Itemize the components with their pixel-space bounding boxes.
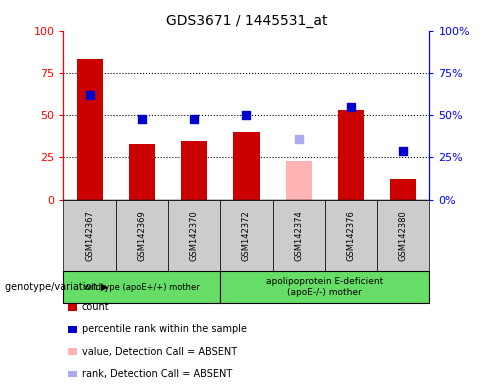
Point bbox=[243, 112, 250, 118]
Text: GSM142367: GSM142367 bbox=[85, 210, 94, 261]
Point bbox=[86, 92, 94, 98]
Text: apolipoprotein E-deficient
(apoE-/-) mother: apolipoprotein E-deficient (apoE-/-) mot… bbox=[266, 277, 384, 297]
Bar bbox=[181, 141, 207, 200]
Text: GSM142380: GSM142380 bbox=[399, 210, 408, 261]
Bar bbox=[338, 110, 364, 200]
Text: value, Detection Call = ABSENT: value, Detection Call = ABSENT bbox=[82, 347, 237, 357]
Point bbox=[295, 136, 303, 142]
Point bbox=[138, 116, 146, 122]
Bar bbox=[390, 179, 416, 200]
Text: GSM142369: GSM142369 bbox=[137, 210, 146, 261]
Point bbox=[399, 147, 407, 154]
Bar bbox=[129, 144, 155, 200]
Text: rank, Detection Call = ABSENT: rank, Detection Call = ABSENT bbox=[82, 369, 232, 379]
Text: GSM142370: GSM142370 bbox=[190, 210, 199, 261]
Text: percentile rank within the sample: percentile rank within the sample bbox=[82, 324, 247, 334]
Bar bbox=[77, 60, 102, 200]
Text: GSM142376: GSM142376 bbox=[346, 210, 356, 261]
Point bbox=[347, 104, 355, 110]
Point bbox=[190, 116, 198, 122]
Text: GSM142372: GSM142372 bbox=[242, 210, 251, 261]
Text: count: count bbox=[82, 302, 110, 312]
Text: genotype/variation ▶: genotype/variation ▶ bbox=[5, 282, 108, 292]
Bar bbox=[285, 161, 312, 200]
Bar bbox=[233, 132, 260, 200]
Text: wildtype (apoE+/+) mother: wildtype (apoE+/+) mother bbox=[84, 283, 200, 291]
Text: GSM142374: GSM142374 bbox=[294, 210, 303, 261]
Title: GDS3671 / 1445531_at: GDS3671 / 1445531_at bbox=[166, 14, 327, 28]
